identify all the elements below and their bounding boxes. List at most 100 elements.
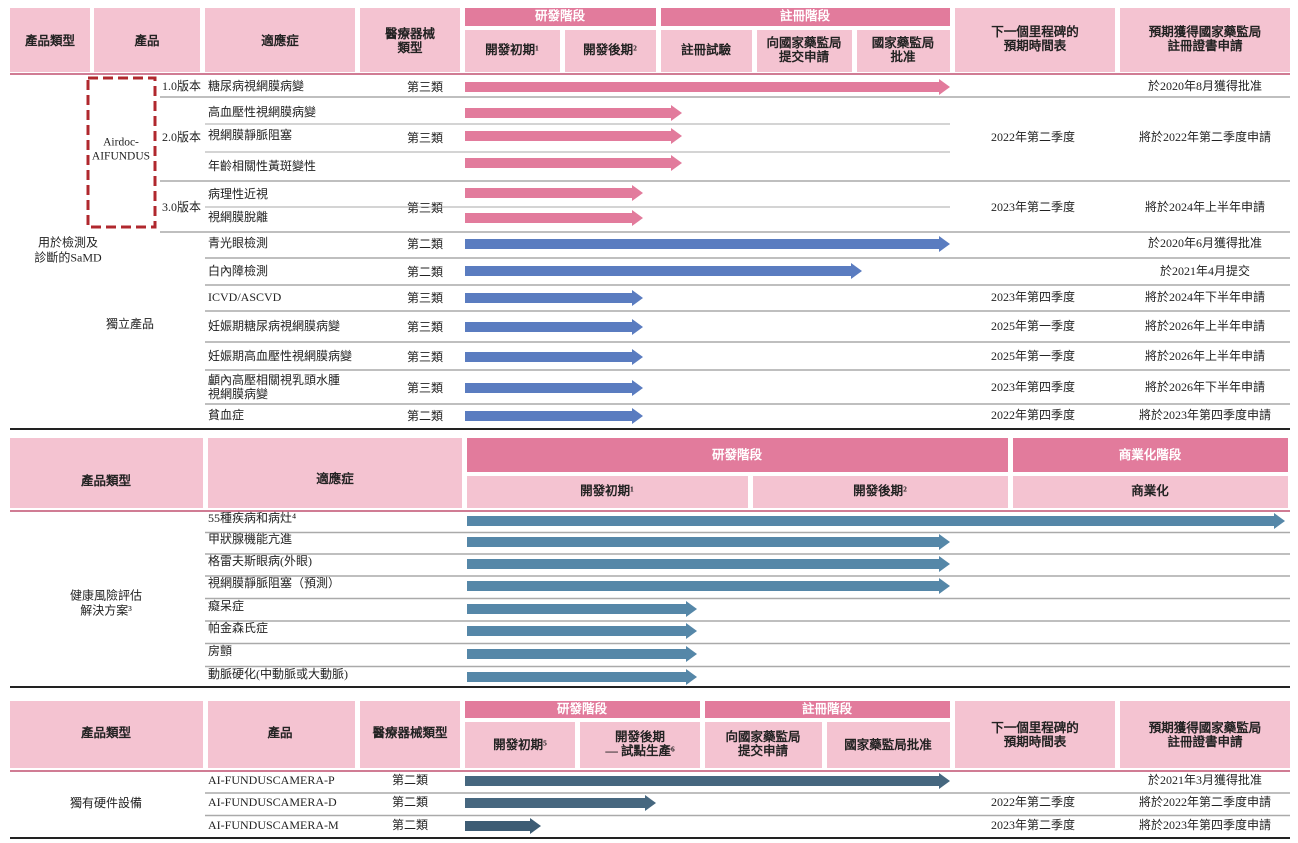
header-cell [705, 701, 950, 718]
cell-text: 第二類 [392, 818, 428, 832]
header-cell [208, 701, 355, 768]
cell-text: 妊娠期高血壓性視網膜病變 [208, 348, 352, 363]
cell-text: 顱內高壓相關視乳頭水腫 [208, 372, 340, 387]
cell-text: 視網膜病變 [208, 386, 268, 401]
progress-arrow [465, 290, 643, 306]
cell-text: AI-FUNDUSCAMERA-D [208, 795, 337, 809]
header-cell [757, 30, 852, 72]
header-cell [661, 30, 752, 72]
cell-text: 2022年第二季度 [991, 794, 1075, 809]
cell-text: 第二類 [392, 773, 428, 787]
header-text: 預期時間表 [1004, 38, 1067, 53]
header-cell [955, 701, 1115, 768]
cell-text: 將於2022年第二季度申請 [1139, 129, 1271, 144]
header-cell [467, 476, 748, 508]
cell-text: 第二類 [407, 237, 443, 251]
progress-arrow [465, 349, 643, 365]
header-cell [565, 30, 656, 72]
cell-text: 獨有硬件設備 [70, 795, 142, 810]
progress-arrow [467, 513, 1285, 529]
cell-text: 將於2022年第二季度申請 [1139, 794, 1271, 809]
header-text: 適應症 [261, 33, 299, 48]
cell-text: 用於檢測及 [38, 234, 98, 249]
header-text: 醫療器械類型 [372, 725, 448, 740]
cell-text: 青光眼檢測 [208, 235, 268, 250]
header-cell [10, 701, 203, 768]
cell-text: 帕金森氏症 [208, 620, 268, 635]
cell-text: 第三類 [407, 350, 443, 364]
cell-text: 第三類 [407, 320, 443, 334]
cell-text: 甲狀腺機能亢進 [208, 531, 292, 546]
cell-text: AIFUNDUS [92, 151, 150, 163]
cell-text: 將於2024年上半年申請 [1145, 199, 1265, 214]
header-text: 批准 [890, 49, 916, 64]
header-cell [1013, 476, 1288, 508]
header-cell [1013, 438, 1288, 472]
header-text: 開發後期 [615, 729, 665, 744]
cell-text: 第三類 [407, 131, 443, 145]
header-text: 類型 [396, 40, 423, 55]
header-text: 產品 [133, 33, 159, 48]
header-text: 預期獲得國家藥監局 [1149, 720, 1262, 735]
header-text: 註冊證書申請 [1167, 38, 1243, 53]
progress-arrow [465, 155, 682, 171]
cell-text: 格雷夫斯眼病(外眼) [208, 553, 312, 568]
progress-arrow [465, 380, 643, 396]
cell-text: 第三類 [407, 291, 443, 305]
cell-text: 於2020年6月獲得批准 [1148, 235, 1262, 250]
cell-text: 高血壓性視網膜病變 [208, 104, 316, 119]
cell-text: 55種疾病和病灶⁴ [208, 510, 296, 525]
progress-arrow [465, 185, 643, 201]
header-text: 研發階段 [535, 8, 586, 23]
cell-text: 將於2023年第四季度申請 [1139, 817, 1271, 832]
header-text: 預期時間表 [1004, 734, 1067, 749]
cell-text: AI-FUNDUSCAMERA-P [208, 773, 335, 787]
header-text: 註冊階段 [780, 8, 831, 23]
header-cell [705, 722, 822, 768]
cell-text: 2022年第二季度 [991, 129, 1075, 144]
header-text: 商業化 [1131, 483, 1169, 498]
header-text: 醫療器械 [385, 26, 436, 41]
cell-text: 2022年第四季度 [991, 407, 1075, 422]
progress-arrow [465, 79, 950, 95]
cell-text: 動脈硬化(中動脈或大動脈) [208, 666, 348, 681]
header-text: 研發階段 [712, 447, 763, 462]
cell-text: 視網膜脫離 [208, 209, 268, 224]
header-text: 國家藥監局批准 [844, 737, 932, 752]
header-cell [580, 722, 700, 768]
header-text: 產品類型 [80, 725, 132, 740]
cell-text: 2.0版本 [162, 130, 201, 144]
header-cell [205, 8, 355, 72]
header-cell [10, 438, 203, 508]
header-cell [1120, 8, 1290, 72]
header-text: 開發初期⁵ [493, 737, 547, 752]
header-text: 註冊試驗 [681, 42, 732, 57]
header-cell [827, 722, 950, 768]
cell-text: 第二類 [407, 409, 443, 423]
header-cell [661, 8, 950, 26]
progress-arrow [465, 105, 682, 121]
header-text: 研發階段 [557, 701, 608, 716]
progress-arrow [467, 623, 697, 639]
cell-text: 第二類 [407, 265, 443, 279]
header-cell [10, 8, 90, 72]
header-text: 預期獲得國家藥監局 [1149, 24, 1262, 39]
progress-arrow [465, 818, 541, 834]
header-cell [465, 30, 560, 72]
cell-text: 2023年第四季度 [991, 379, 1075, 394]
cell-text: 第三類 [407, 381, 443, 395]
dashed-group-box [86, 76, 157, 229]
header-cell [465, 8, 656, 26]
progress-arrow [467, 578, 950, 594]
cell-text: 將於2026年上半年申請 [1145, 348, 1265, 363]
progress-arrow [467, 534, 950, 550]
cell-text: 於2020年8月獲得批准 [1148, 78, 1262, 93]
progress-arrow [467, 669, 697, 685]
header-text: 開發初期¹ [485, 42, 539, 57]
progress-arrow [467, 601, 697, 617]
header-text: 產品類型 [24, 33, 76, 48]
cell-text: 1.0版本 [162, 79, 201, 93]
cell-text: 將於2023年第四季度申請 [1139, 407, 1271, 422]
cell-text: 妊娠期糖尿病視網膜病變 [208, 318, 340, 333]
